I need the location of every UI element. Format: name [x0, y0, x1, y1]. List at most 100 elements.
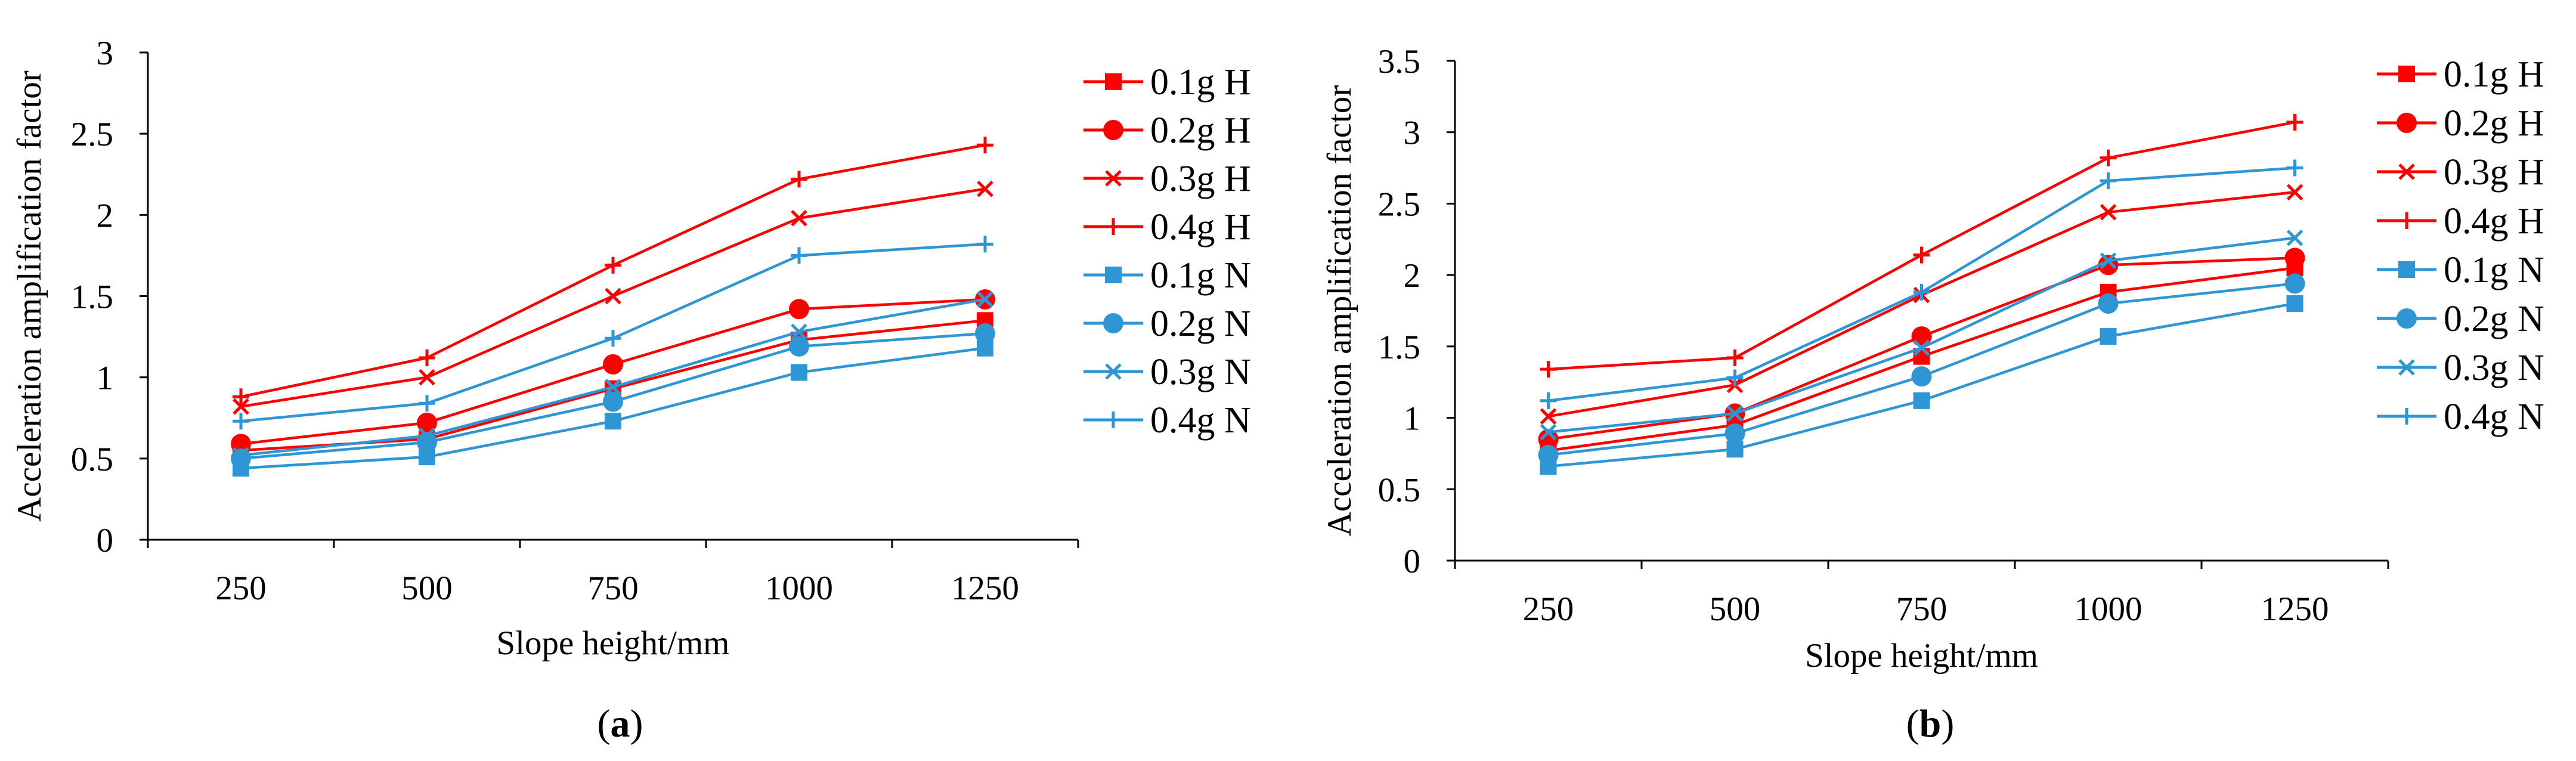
legend-marker	[2398, 261, 2415, 278]
y-axis-title: Acceleration amplification factor	[1321, 85, 1358, 536]
legend-item: 0.1g N	[1083, 255, 1251, 296]
data-point	[605, 287, 621, 305]
series-0-4g-n	[1540, 159, 2303, 409]
legend: 0.1g H 0.2g H 0.3g H 0.4g H 0.1g N 0.2g N 0.3g…	[1083, 62, 1251, 441]
y-tick-label: 1	[1404, 400, 1421, 438]
data-point	[1538, 429, 1559, 450]
legend-item: 0.3g N	[1083, 352, 1251, 392]
legend-item: 0.3g N	[2377, 348, 2544, 388]
legend-marker	[1105, 170, 1122, 187]
data-point	[2286, 113, 2303, 131]
chart-panel-a: 0 0.5 1 1.5 2 2.5 3 250 500 750 1000 1250 Slope heig…	[11, 35, 1251, 745]
legend-label: 0.2g N	[1150, 304, 1251, 344]
series-0-1g-n	[233, 339, 993, 477]
series-0-4g-n	[233, 236, 993, 430]
data-point	[419, 395, 435, 412]
data-point	[791, 210, 807, 227]
y-axis-title: Acceleration amplification factor	[11, 70, 48, 521]
data-point	[419, 349, 435, 366]
data-point	[2284, 248, 2305, 268]
x-tick-label: 1250	[2261, 590, 2329, 628]
data-point	[975, 323, 995, 344]
data-point	[1540, 423, 1557, 441]
legend-item: 0.2g H	[2377, 103, 2544, 144]
legend-label: 0.2g H	[2444, 103, 2544, 144]
legend-marker	[2397, 113, 2417, 133]
data-point	[2286, 159, 2303, 177]
legend-label: 0.4g H	[2444, 201, 2544, 242]
series-0-4g-h	[233, 137, 993, 406]
legend-marker	[1103, 120, 1123, 140]
legend-item: 0.4g N	[1083, 400, 1251, 441]
panel-label-close: )	[630, 702, 643, 745]
legend-item: 0.3g H	[1083, 159, 1251, 199]
y-tick-label: 3	[97, 35, 114, 72]
series-0-3g-n	[233, 291, 993, 464]
series-0-3g-h	[233, 180, 993, 415]
data-point	[419, 427, 435, 444]
data-point	[1913, 283, 1930, 301]
legend-marker	[2398, 66, 2415, 82]
data-point	[1726, 405, 1744, 422]
data-point	[2100, 204, 2117, 221]
data-point	[791, 247, 807, 264]
x-tick-label: 250	[1523, 590, 1574, 628]
panel-label-open: (	[1906, 702, 1919, 745]
y-tick-label: 2.5	[1378, 185, 1420, 223]
legend-item: 0.2g H	[1083, 110, 1251, 151]
data-point	[789, 336, 809, 357]
legend-marker	[1105, 267, 1122, 283]
legend-item: 0.2g N	[2377, 299, 2544, 339]
data-point	[419, 369, 435, 386]
legend-item: 0.1g H	[2377, 54, 2544, 95]
x-tick-label: 500	[401, 570, 453, 607]
data-point	[1911, 366, 1932, 387]
data-point	[1540, 408, 1557, 425]
legend-marker	[2398, 212, 2415, 229]
legend-label: 0.3g H	[2444, 152, 2544, 193]
legend-label: 0.4g H	[1150, 207, 1251, 248]
legend-item: 0.2g N	[1083, 304, 1251, 344]
data-point	[2100, 328, 2117, 345]
x-axis-title: Slope height/mm	[1805, 637, 2038, 675]
data-point	[605, 256, 621, 274]
y-tick-label: 2	[1404, 257, 1421, 295]
legend-item: 0.1g N	[2377, 250, 2544, 290]
data-point	[977, 180, 993, 197]
data-point	[1540, 361, 1557, 378]
y-tick-label: 3	[1404, 115, 1421, 152]
y-tick-label: 0	[1404, 543, 1421, 580]
panel-label-letter: b	[1919, 702, 1942, 745]
legend-item: 0.1g H	[1083, 62, 1251, 103]
legend-label: 0.1g H	[2444, 54, 2544, 95]
data-point	[417, 412, 437, 433]
panel-label-letter: a	[611, 702, 630, 745]
data-point	[603, 391, 623, 412]
legend-marker	[1103, 313, 1123, 333]
series-0-3g-n	[1540, 230, 2303, 441]
data-point	[1538, 444, 1559, 465]
legend-item: 0.4g N	[2377, 397, 2544, 437]
series-0-1g-n	[1540, 295, 2303, 475]
data-point	[977, 236, 993, 253]
data-point	[791, 364, 807, 381]
legend: 0.1g H 0.2g H 0.3g H 0.4g H 0.1g N 0.2g N 0.3g…	[2377, 54, 2544, 437]
legend-label: 0.4g N	[1150, 400, 1251, 441]
legend-marker	[1105, 73, 1122, 90]
data-point	[233, 388, 249, 406]
y-tick-label: 0.5	[1378, 471, 1420, 509]
data-point	[233, 413, 249, 430]
legend-label: 0.1g H	[1150, 62, 1251, 103]
legend-marker	[2398, 359, 2415, 376]
y-tick-label: 2.5	[71, 116, 113, 153]
data-point	[231, 448, 251, 469]
x-tick-label: 750	[1896, 590, 1948, 628]
legend-label: 0.3g N	[2444, 348, 2544, 388]
y-tick-label: 1.5	[1378, 329, 1420, 366]
legend-marker	[2397, 308, 2417, 329]
chart-panel-b: 0 0.5 1 1.5 2 2.5 3 3.5 250 500 750 1000 1250 Slope h…	[1321, 43, 2544, 745]
legend-label: 0.3g H	[1150, 159, 1251, 199]
legend-item: 0.4g H	[2377, 201, 2544, 242]
y-tick-label: 3.5	[1378, 43, 1420, 81]
data-point	[1913, 392, 1930, 409]
